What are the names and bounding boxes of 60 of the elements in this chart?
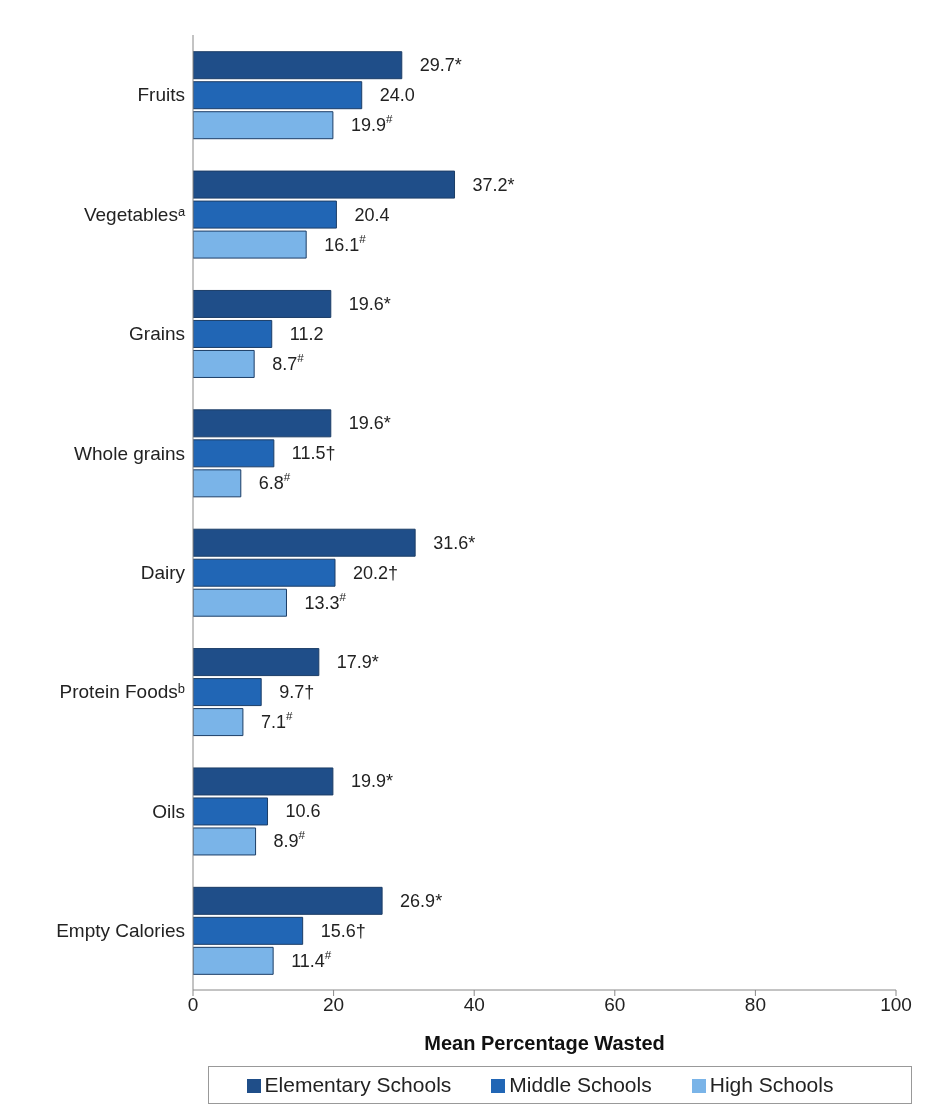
bar [193,648,320,677]
bar [193,558,336,587]
legend-label: High Schools [709,1073,834,1096]
data-label: 29.7* [419,55,462,76]
y-tick-label: Empty Calories [56,920,185,942]
y-tick-label: Grains [129,323,185,345]
data-label: 16.1$^{#}$ [324,231,367,255]
data-label: 24.0 [379,85,415,106]
data-label: 9.7† [279,682,315,703]
x-tick-label: 40 [463,994,485,1016]
data-label: 20.2† [353,562,399,583]
data-label: 11.2 [289,323,324,344]
data-label: 7.1$^{#}$ [260,709,293,733]
data-label: 37.2* [472,174,515,195]
data-label: 17.9* [336,652,379,673]
bar [193,678,262,707]
x-tick-label: 100 [880,994,912,1016]
legend-label: Elementary Schools [264,1073,452,1096]
bar [193,886,383,915]
y-tick-label: Oils [152,800,185,822]
bar [193,588,287,617]
data-label: 19.9$^{#}$ [350,112,393,136]
data-label: 13.3$^{#}$ [304,589,347,613]
bar [193,916,304,945]
data-label: 11.4$^{#}$ [291,947,332,971]
data-label: 19.6* [348,413,391,434]
x-tick-label: 0 [187,994,199,1016]
bar [193,111,334,140]
y-tick-label: Fruits [137,84,185,106]
x-tick-label: 80 [744,994,766,1016]
bar [193,81,363,110]
bar [193,708,244,737]
bar [193,439,275,468]
x-tick-label: 20 [323,994,345,1016]
bar [193,289,332,318]
y-tick-label: Protein Foodsᵇ [59,681,185,703]
x-axis-title: Mean Percentage Wasted [424,1032,665,1054]
data-label: 8.9$^{#}$ [273,828,306,852]
y-tick-label: Whole grains [74,442,185,464]
data-label: 19.6* [348,293,391,314]
data-label: 26.9* [400,890,443,911]
data-label: 11.5† [291,443,336,464]
bar [193,319,273,348]
data-label: 31.6* [433,532,476,553]
y-tick-label: Dairy [140,561,186,583]
bar [193,409,332,438]
x-tick-label: 60 [604,994,626,1016]
data-label: 15.6† [320,920,366,941]
data-label: 10.6 [285,801,321,822]
data-label: 19.9* [350,771,393,792]
bar [193,349,255,378]
data-label: 6.8$^{#}$ [258,470,291,494]
bar [193,469,242,498]
data-label: 8.7$^{#}$ [272,350,305,374]
data-label: 20.4 [354,204,390,225]
bar [193,528,416,557]
bar [193,946,274,975]
bar [193,51,403,80]
y-tick-label: Vegetablesᵃ [83,203,186,225]
legend-label: Middle Schools [509,1073,652,1096]
